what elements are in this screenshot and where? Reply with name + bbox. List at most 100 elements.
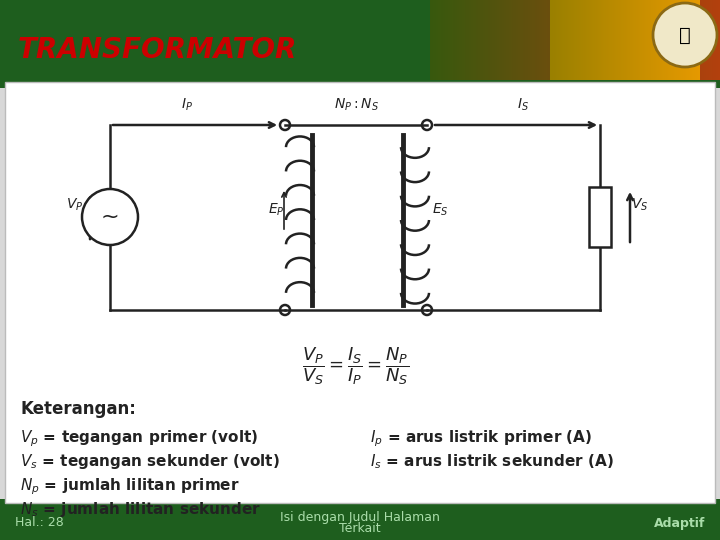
- Bar: [512, 0, 513, 80]
- Bar: [649, 0, 650, 80]
- Bar: [551, 0, 552, 80]
- Bar: [664, 0, 665, 80]
- Bar: [518, 0, 519, 80]
- Bar: [670, 0, 671, 80]
- Bar: [583, 0, 584, 80]
- Bar: [593, 0, 594, 80]
- Bar: [461, 0, 462, 80]
- Bar: [661, 0, 662, 80]
- Bar: [420, 0, 421, 80]
- Text: $N_s$ = jumlah lilitan sekunder: $N_s$ = jumlah lilitan sekunder: [20, 500, 261, 519]
- Bar: [688, 0, 689, 80]
- Bar: [457, 0, 458, 80]
- Bar: [652, 0, 653, 80]
- Bar: [644, 0, 645, 80]
- FancyBboxPatch shape: [0, 0, 720, 88]
- Bar: [565, 0, 566, 80]
- Bar: [561, 0, 562, 80]
- Bar: [561, 0, 562, 80]
- Bar: [589, 187, 611, 247]
- Bar: [694, 0, 695, 80]
- Bar: [557, 0, 558, 80]
- Bar: [454, 0, 455, 80]
- Bar: [581, 0, 582, 80]
- Bar: [569, 0, 570, 80]
- Bar: [557, 0, 558, 80]
- Circle shape: [422, 120, 432, 130]
- Bar: [533, 0, 534, 80]
- Bar: [696, 0, 697, 80]
- Bar: [638, 0, 639, 80]
- Bar: [607, 0, 608, 80]
- Text: $V_S$: $V_S$: [631, 197, 649, 213]
- Bar: [476, 0, 477, 80]
- Bar: [551, 0, 552, 80]
- Bar: [491, 0, 492, 80]
- Text: $E_S$: $E_S$: [432, 202, 449, 218]
- Bar: [697, 0, 698, 80]
- Bar: [472, 0, 473, 80]
- Bar: [483, 0, 484, 80]
- Bar: [542, 0, 543, 80]
- Bar: [629, 0, 630, 80]
- Bar: [579, 0, 580, 80]
- Text: $I_p$ = arus listrik primer (A): $I_p$ = arus listrik primer (A): [370, 428, 593, 449]
- Bar: [642, 0, 643, 80]
- Bar: [620, 0, 621, 80]
- Bar: [544, 0, 545, 80]
- Bar: [537, 0, 538, 80]
- Bar: [583, 0, 584, 80]
- Bar: [487, 0, 488, 80]
- FancyBboxPatch shape: [0, 0, 720, 80]
- Bar: [617, 0, 618, 80]
- Bar: [630, 0, 631, 80]
- Bar: [526, 0, 527, 80]
- Text: Hal.: 28: Hal.: 28: [15, 516, 64, 530]
- Bar: [446, 0, 447, 80]
- Bar: [628, 0, 629, 80]
- Bar: [525, 0, 526, 80]
- Bar: [509, 0, 510, 80]
- Circle shape: [280, 305, 290, 315]
- Bar: [693, 0, 694, 80]
- Bar: [684, 0, 685, 80]
- Bar: [695, 0, 696, 80]
- Bar: [574, 0, 575, 80]
- Bar: [560, 0, 561, 80]
- Bar: [687, 0, 688, 80]
- Bar: [449, 0, 450, 80]
- Bar: [465, 0, 466, 80]
- Bar: [655, 0, 656, 80]
- Bar: [501, 0, 502, 80]
- Text: $V_s$ = tegangan sekunder (volt): $V_s$ = tegangan sekunder (volt): [20, 452, 280, 471]
- Bar: [436, 0, 437, 80]
- Bar: [632, 0, 633, 80]
- Bar: [664, 0, 665, 80]
- Bar: [556, 0, 557, 80]
- Bar: [706, 0, 707, 80]
- Bar: [589, 0, 590, 80]
- Bar: [608, 0, 609, 80]
- Bar: [594, 0, 595, 80]
- Bar: [452, 0, 453, 80]
- Bar: [510, 0, 511, 80]
- Bar: [643, 0, 644, 80]
- Bar: [482, 0, 483, 80]
- Bar: [614, 0, 615, 80]
- Bar: [594, 0, 595, 80]
- Bar: [639, 0, 640, 80]
- Text: Terkait: Terkait: [339, 523, 381, 536]
- Bar: [421, 0, 422, 80]
- Bar: [719, 0, 720, 80]
- Bar: [627, 0, 628, 80]
- Bar: [599, 0, 600, 80]
- Bar: [568, 0, 569, 80]
- Bar: [656, 0, 657, 80]
- Bar: [593, 0, 594, 80]
- Bar: [686, 0, 687, 80]
- Bar: [431, 0, 432, 80]
- FancyBboxPatch shape: [5, 82, 715, 503]
- Bar: [462, 0, 463, 80]
- Bar: [468, 0, 469, 80]
- Bar: [572, 0, 573, 80]
